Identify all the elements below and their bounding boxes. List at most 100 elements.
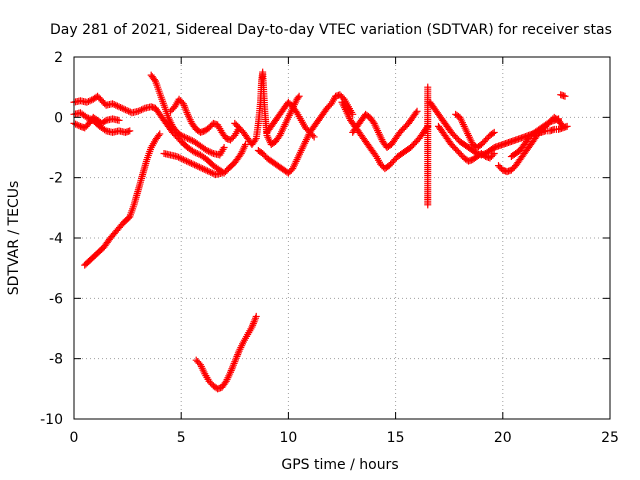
data-point xyxy=(83,98,91,106)
data-point xyxy=(101,126,109,134)
series-track-e xyxy=(166,95,243,144)
x-tick-label: 15 xyxy=(387,430,405,446)
data-point xyxy=(251,136,259,144)
series-track-i xyxy=(231,68,303,148)
data-point xyxy=(179,132,187,140)
data-point xyxy=(199,165,207,173)
data-point xyxy=(490,128,498,136)
data-point xyxy=(183,157,191,165)
data-point xyxy=(138,106,146,114)
data-point xyxy=(203,167,211,175)
data-point xyxy=(192,162,200,170)
data-point xyxy=(187,159,195,167)
data-point xyxy=(123,107,131,115)
data-point xyxy=(83,113,91,121)
data-point xyxy=(121,106,129,114)
data-point xyxy=(182,134,190,142)
data-point xyxy=(75,122,83,130)
chart-title: Day 281 of 2021, Sidereal Day-to-day VTE… xyxy=(50,22,612,38)
series-track-p xyxy=(434,122,498,165)
data-point xyxy=(294,94,302,102)
data-point xyxy=(110,101,118,109)
data-point xyxy=(134,107,142,115)
series-track-c xyxy=(70,113,123,132)
data-point xyxy=(113,102,121,110)
series-track-q xyxy=(452,110,498,151)
data-point xyxy=(185,135,193,143)
data-point xyxy=(424,201,432,209)
data-point xyxy=(252,312,260,320)
data-point xyxy=(197,164,205,172)
data-point xyxy=(156,130,164,138)
data-point xyxy=(175,153,183,161)
data-point xyxy=(84,97,92,105)
data-point xyxy=(178,155,186,163)
data-point xyxy=(205,147,213,155)
series-track-a xyxy=(70,92,250,177)
data-point xyxy=(136,107,144,115)
series-track-l xyxy=(338,98,432,173)
data-point xyxy=(555,115,563,123)
series-track-g xyxy=(81,130,164,269)
y-tick-label: 2 xyxy=(54,50,63,66)
data-point xyxy=(207,168,215,176)
data-point xyxy=(117,104,125,112)
data-point xyxy=(150,76,158,84)
data-point xyxy=(186,159,194,167)
x-tick-label: 10 xyxy=(279,430,297,446)
y-tick-label: -10 xyxy=(40,412,63,428)
data-point xyxy=(73,121,81,129)
data-point xyxy=(180,133,188,141)
data-point xyxy=(125,107,133,115)
data-point xyxy=(126,127,134,135)
axis-ticks xyxy=(73,56,611,420)
axis-tick-labels: 0 5 10 15 20 25 -10 -8 -6 -4 -2 0 2 xyxy=(40,50,619,446)
data-point xyxy=(489,129,497,137)
data-point xyxy=(101,100,109,108)
series-track-d xyxy=(147,71,228,159)
data-point xyxy=(205,168,213,176)
data-point xyxy=(218,169,226,177)
data-point xyxy=(184,158,192,166)
data-point xyxy=(208,149,216,157)
series-track-h xyxy=(192,312,260,393)
y-tick-label: -6 xyxy=(49,291,63,307)
data-point xyxy=(489,151,497,159)
data-point xyxy=(242,140,250,148)
data-point xyxy=(139,105,147,113)
series-track-m xyxy=(349,107,421,151)
y-tick-label: -4 xyxy=(49,231,63,247)
data-point xyxy=(412,109,420,117)
series-track-k xyxy=(263,98,318,141)
x-tick-label: 0 xyxy=(70,430,79,446)
data-point xyxy=(179,156,187,164)
data-point xyxy=(177,131,185,139)
data-point xyxy=(203,147,211,155)
data-point xyxy=(72,120,80,128)
data-point xyxy=(206,148,214,156)
data-point xyxy=(173,153,181,161)
data-point xyxy=(155,131,163,139)
x-axis-label: GPS time / hours xyxy=(281,457,398,473)
data-point xyxy=(490,150,498,158)
data-point xyxy=(309,131,317,139)
y-tick-label: -8 xyxy=(49,352,63,368)
data-point xyxy=(191,161,199,169)
data-point xyxy=(559,122,567,130)
data-point xyxy=(192,149,200,157)
data-point xyxy=(195,163,203,171)
y-tick-label: 0 xyxy=(54,110,63,126)
data-point xyxy=(109,100,117,108)
data-point xyxy=(181,156,189,164)
data-point xyxy=(310,133,318,141)
x-tick-label: 5 xyxy=(177,430,186,446)
data-point xyxy=(184,134,192,142)
data-marks xyxy=(70,68,571,393)
data-point xyxy=(120,105,128,113)
series-track-t xyxy=(557,91,569,100)
data-point xyxy=(101,117,109,125)
y-axis-label: SDTVAR / TECUs xyxy=(6,181,22,296)
data-point xyxy=(295,92,303,100)
data-point xyxy=(118,104,126,112)
